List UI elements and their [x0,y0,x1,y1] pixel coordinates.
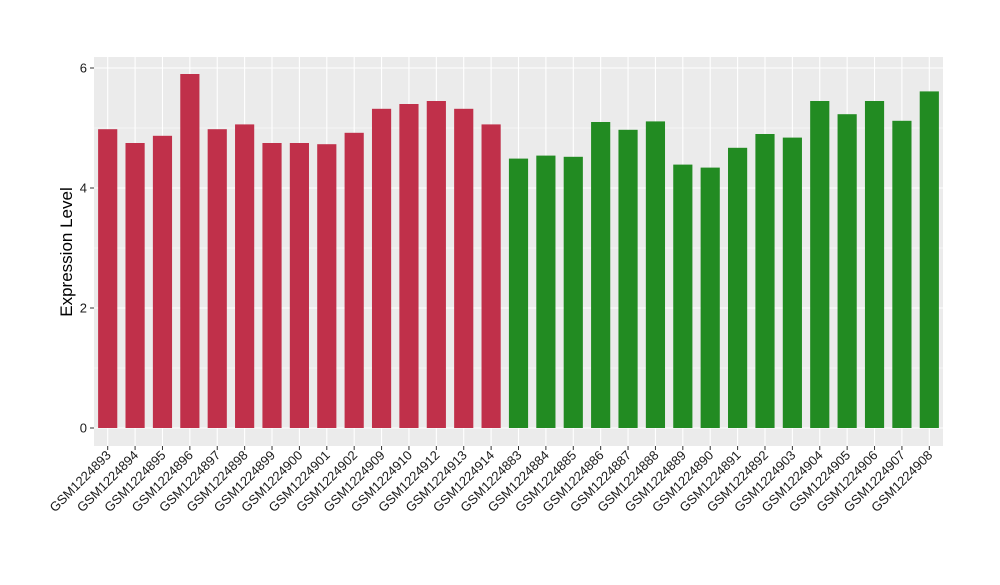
bar [454,108,474,429]
bar [180,74,200,428]
bar [125,143,145,428]
bar [399,104,419,428]
bar [618,129,638,429]
bar [426,101,446,428]
bar [591,122,611,428]
y-tick-label: 0 [80,421,87,436]
bar [344,132,364,429]
bar [673,164,693,428]
bar [152,135,173,429]
bar [262,143,282,428]
bar [919,91,939,429]
bar [317,144,337,428]
bar [536,155,556,428]
bar [837,114,857,428]
x-axis: GSM1224893GSM1224894GSM1224895GSM1224896… [46,446,935,515]
bar [700,167,720,428]
y-tick-label: 2 [80,301,87,316]
bar [755,134,775,428]
bars [98,74,939,429]
bar [98,129,118,428]
bar [563,156,583,429]
y-axis-title: Expression Level [57,187,76,316]
bar [508,158,529,428]
bar [645,121,666,429]
y-tick-label: 6 [80,61,87,76]
bar [782,137,802,428]
bar [481,124,501,429]
bar [892,120,912,429]
bar [864,101,885,428]
bar [235,124,255,429]
y-tick-label: 4 [80,181,87,196]
bar [371,108,392,429]
bar [289,143,309,428]
bar [207,129,227,428]
bar [728,147,748,429]
bar [810,101,830,428]
y-axis: 0 2 4 6 [80,61,94,436]
